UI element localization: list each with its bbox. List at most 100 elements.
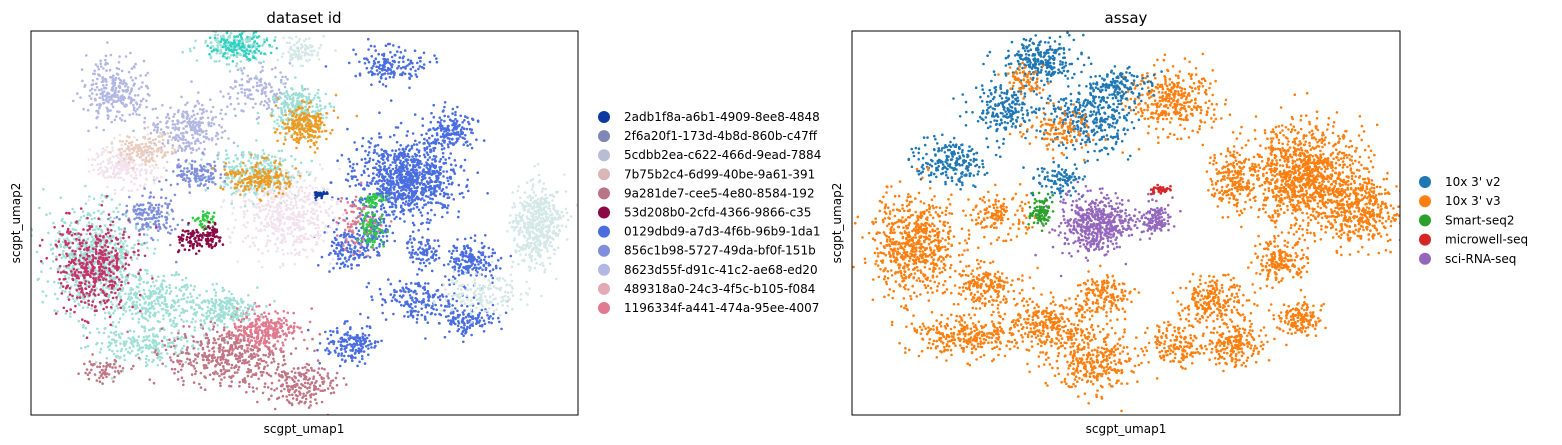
scatter-point <box>569 215 573 218</box>
scatter-point <box>462 169 466 172</box>
scatter-point <box>482 246 485 250</box>
scatter-point <box>261 44 264 47</box>
scatter-point <box>495 308 498 311</box>
scatter-point <box>114 325 118 329</box>
scatter-point <box>442 263 446 267</box>
scatter-point <box>145 338 148 341</box>
scatter-point <box>137 278 141 282</box>
scatter-point <box>375 180 379 183</box>
scatter-point <box>399 67 403 70</box>
scatter-point <box>234 64 238 68</box>
scatter-point <box>346 319 349 323</box>
scatter-point <box>328 270 331 273</box>
scatter-point <box>134 291 137 295</box>
scatter-point <box>358 360 361 364</box>
scatter-point <box>442 181 446 185</box>
scatter-point <box>219 35 223 38</box>
scatter-point <box>144 343 148 347</box>
scatter-point <box>519 246 523 249</box>
scatter-point <box>431 256 435 260</box>
scatter-point <box>469 274 473 277</box>
scatter-point <box>119 79 123 83</box>
scatter-point <box>426 217 430 221</box>
scatter-point <box>118 317 122 320</box>
scatter-point <box>88 94 91 98</box>
scatter-point <box>177 304 181 308</box>
scatter-point <box>140 325 144 329</box>
scatter-point <box>102 67 105 70</box>
scatter-point <box>163 298 167 301</box>
scatter-point <box>543 268 547 271</box>
scatter-point <box>145 354 149 358</box>
scatter-point <box>160 352 163 355</box>
scatter-point <box>138 282 142 286</box>
scatter-point <box>211 44 215 48</box>
scatter-point <box>534 194 537 197</box>
scatter-point <box>180 121 183 125</box>
scatter-point <box>395 290 398 294</box>
scatter-point <box>268 100 271 103</box>
scatter-point <box>457 259 461 263</box>
scatter-point <box>109 300 113 304</box>
scatter-point <box>307 37 311 40</box>
scatter-point <box>117 226 121 229</box>
scatter-point <box>394 161 397 164</box>
scatter-point <box>398 195 402 199</box>
scatter-point <box>531 225 535 228</box>
scatter-point <box>104 87 108 90</box>
scatter-point <box>479 261 483 265</box>
scatter-point <box>421 206 425 209</box>
scatter-point <box>355 162 359 166</box>
scatter-point <box>393 152 397 156</box>
scatter-point <box>128 113 131 117</box>
scatter-point <box>392 75 395 79</box>
scatter-point <box>184 147 188 150</box>
scatter-point <box>168 283 172 287</box>
scatter-point <box>327 349 331 353</box>
scatter-point <box>370 182 373 186</box>
scatter-point <box>92 211 96 215</box>
scatter-point <box>99 59 102 62</box>
scatter-point <box>467 189 470 193</box>
scatter-point <box>415 292 418 296</box>
scatter-point <box>48 212 52 215</box>
scatter-point <box>481 305 484 308</box>
scatter-point <box>159 128 163 131</box>
scatter-point <box>428 176 431 180</box>
scatter-point <box>129 76 133 79</box>
scatter-point <box>359 312 362 316</box>
scatter-point <box>544 197 547 200</box>
scatter-point <box>399 204 403 208</box>
scatter-point <box>462 143 466 146</box>
scatter-point <box>350 233 354 237</box>
scatter-point <box>99 291 103 295</box>
scatter-point <box>523 222 527 225</box>
scatter-point <box>131 317 135 321</box>
scatter-point <box>79 250 83 254</box>
scatter-point <box>439 313 443 317</box>
scatter-point <box>158 289 162 292</box>
scatter-point <box>166 120 169 123</box>
scatter-point <box>346 179 350 182</box>
scatter-point <box>546 212 549 216</box>
scatter-point <box>505 300 508 303</box>
scatter-point <box>422 153 426 157</box>
scatter-point <box>384 224 388 228</box>
scatter-point <box>439 192 442 196</box>
scatter-point <box>517 229 520 233</box>
scatter-point <box>128 351 132 355</box>
scatter-point <box>158 304 162 307</box>
scatter-point <box>482 319 486 323</box>
scatter-point <box>335 246 339 250</box>
scatter-point <box>82 297 86 301</box>
scatter-point <box>345 217 349 220</box>
scatter-point <box>463 309 466 312</box>
scatter-point <box>440 128 443 131</box>
scatter-point <box>409 289 413 293</box>
scatter-point <box>360 348 363 351</box>
scatter-point <box>393 209 396 213</box>
scatter-point <box>118 117 122 120</box>
scatter-point <box>305 45 309 48</box>
scatter-point <box>532 231 536 235</box>
scatter-point <box>146 71 149 75</box>
